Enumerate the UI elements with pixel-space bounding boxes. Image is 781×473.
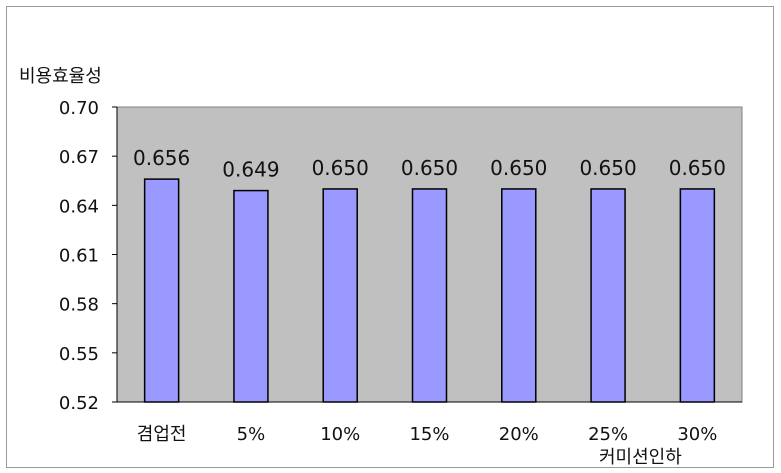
bar: [322, 188, 358, 403]
x-tick-label: 30%: [677, 424, 717, 445]
bar-data-label: 0.650: [490, 156, 547, 180]
y-tick-label: 0.55: [59, 344, 99, 365]
x-tick-label: 겸업전: [137, 424, 187, 445]
chart-frame: 비용효율성 0.52 0.55 0.58 0.61 0.64 0.67 0.70 0.656…: [6, 6, 774, 468]
y-axis: 0.52 0.55 0.58 0.61 0.64 0.67 0.70: [59, 98, 118, 414]
bar: [501, 188, 537, 403]
x-tick-label: 20%: [499, 424, 539, 445]
x-axis: 겸업전 5% 10% 15% 20% 25% 30%: [117, 401, 742, 445]
bar-chart: 비용효율성 0.52 0.55 0.58 0.61 0.64 0.67 0.70 0.656…: [19, 66, 743, 468]
data-labels: 0.656 0.649 0.650 0.650 0.650 0.650 0.650: [133, 146, 726, 181]
x-tick-label: 5%: [237, 424, 266, 445]
y-tick-label: 0.58: [59, 295, 99, 316]
y-tick-label: 0.52: [59, 393, 99, 414]
bar-data-label: 0.650: [579, 156, 636, 180]
bar-data-label: 0.656: [133, 146, 190, 170]
y-tick-label: 0.64: [59, 196, 99, 217]
bar-data-label: 0.650: [312, 156, 369, 180]
bar-data-label: 0.649: [222, 158, 279, 182]
bar: [233, 189, 269, 403]
y-axis-label: 비용효율성: [19, 66, 102, 87]
x-tick-label: 25%: [588, 424, 628, 445]
bar: [590, 188, 626, 403]
bar: [411, 188, 448, 403]
x-tick-label: 15%: [409, 424, 449, 445]
bar: [143, 178, 180, 403]
bar: [679, 188, 716, 403]
bar-series: [143, 178, 716, 403]
x-tick-label: 10%: [320, 424, 360, 445]
bar-data-label: 0.650: [401, 156, 458, 180]
bar-data-label: 0.650: [669, 156, 726, 180]
y-tick-label: 0.70: [59, 98, 99, 119]
y-tick-label: 0.61: [59, 246, 99, 267]
x-axis-label: 커미션인하: [599, 447, 682, 468]
y-tick-label: 0.67: [59, 147, 99, 168]
